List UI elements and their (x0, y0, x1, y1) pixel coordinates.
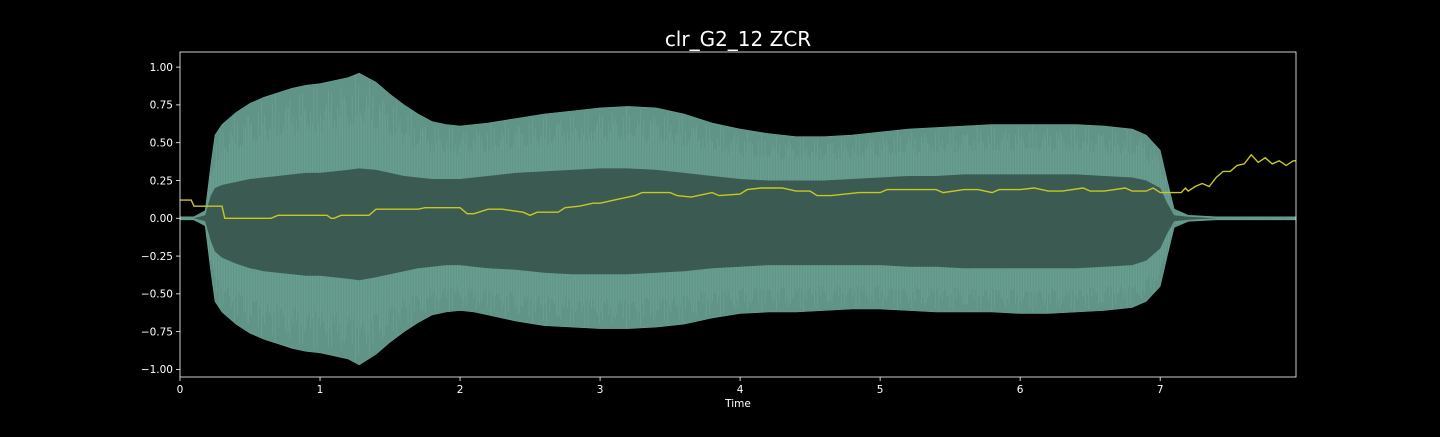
y-tick-label: −0.75 (141, 326, 173, 338)
y-tick-label: 0.25 (150, 175, 173, 187)
waveform-inner-core (180, 168, 1296, 281)
y-tick-label: 0.50 (150, 137, 173, 149)
y-tick-label: 0.00 (150, 213, 173, 225)
x-tick-label: 3 (597, 384, 604, 396)
y-tick-label: −0.25 (141, 251, 173, 263)
y-tick-label: 1.00 (150, 62, 173, 74)
x-tick-label: 6 (1017, 384, 1024, 396)
chart-title: clr_G2_12 ZCR (665, 27, 811, 51)
waveform-envelope (179, 72, 1297, 366)
x-axis: 0 1 2 3 4 5 6 7 (177, 377, 1164, 396)
x-axis-label: Time (724, 398, 751, 410)
x-tick-label: 0 (177, 384, 184, 396)
y-tick-label: −0.50 (141, 289, 173, 301)
zcr-series (180, 153, 1296, 219)
x-tick-label: 2 (457, 384, 464, 396)
x-tick-label: 4 (737, 384, 744, 396)
y-axis: 1.00 0.75 0.50 0.25 0.00 −0.25 −0.50 −0.75 −1.00 (141, 62, 180, 376)
zcr-line (180, 153, 1296, 219)
y-tick-label: 0.75 (150, 100, 173, 112)
y-tick-label: −1.00 (141, 364, 173, 376)
x-tick-label: 7 (1157, 384, 1164, 396)
plot-frame (179, 51, 1297, 378)
x-tick-label: 5 (877, 384, 884, 396)
x-tick-label: 1 (317, 384, 324, 396)
